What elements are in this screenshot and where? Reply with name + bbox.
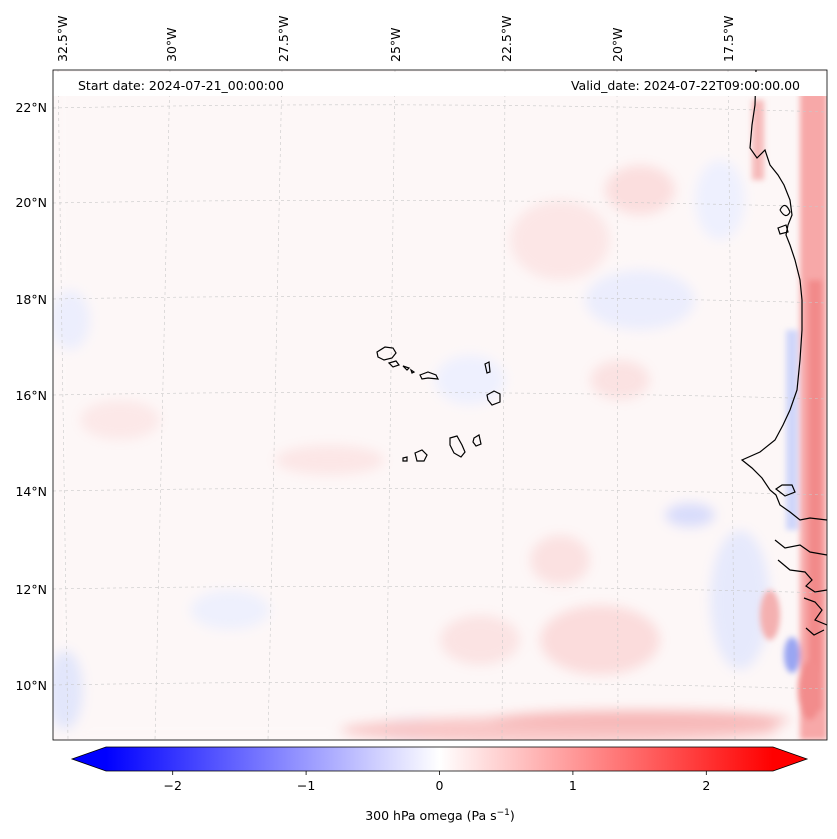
colorbar-extend-min <box>72 747 106 771</box>
lat-label-18n: 18°N <box>15 292 47 307</box>
colorbar-tick-label: 1 <box>569 778 577 793</box>
lat-label-12n: 12°N <box>15 582 47 597</box>
date-header-box <box>53 72 827 96</box>
lon-label-27-5w: 27.5°W <box>276 16 291 62</box>
lon-label-30w: 30°W <box>164 27 179 62</box>
colorbar-label: 300 hPa omega (Pa s−1) <box>365 808 515 823</box>
lat-label-10n: 10°N <box>15 678 47 693</box>
colorbar-gradient <box>106 747 773 771</box>
map-border <box>52 69 828 741</box>
valid-date-label: Valid_date: 2024-07-22T09:00:00.00 <box>571 78 800 93</box>
colorbar-tick-label: −2 <box>163 778 181 793</box>
colorbar-ticks: −2 −1 0 1 2 <box>163 771 710 793</box>
lat-label-14n: 14°N <box>15 484 47 499</box>
omega-field <box>53 70 827 740</box>
map-area <box>53 70 827 740</box>
colorbar-outline <box>70 746 809 772</box>
colorbar-tick-label: 2 <box>702 778 710 793</box>
lat-label-16n: 16°N <box>15 388 47 403</box>
coastal-band <box>752 90 827 740</box>
lat-label-22n: 22°N <box>15 100 47 115</box>
graticule <box>53 70 827 740</box>
longitude-labels: 32.5°W 30°W 27.5°W 25°W 22.5°W 20°W 17.5… <box>55 16 736 62</box>
colorbar-tick-label: 0 <box>436 778 444 793</box>
start-date-label: Start date: 2024-07-21_00:00:00 <box>78 78 284 93</box>
coastline <box>740 70 827 636</box>
colorbar-tick-label: −1 <box>297 778 315 793</box>
latitude-labels: 22°N 20°N 18°N 16°N 14°N 12°N 10°N <box>15 100 47 693</box>
colorbar: −2 −1 0 1 2 300 hPa omega (Pa s−1) <box>70 746 809 823</box>
lon-label-22-5w: 22.5°W <box>499 16 514 62</box>
lon-label-32-5w: 32.5°W <box>55 16 70 62</box>
lon-label-25w: 25°W <box>388 27 403 62</box>
lat-label-20n: 20°N <box>15 195 47 210</box>
lon-label-20w: 20°W <box>610 27 625 62</box>
lon-label-17-5w: 17.5°W <box>721 16 736 62</box>
colorbar-extend-max <box>773 747 807 771</box>
cape-verde-islands <box>376 346 501 462</box>
